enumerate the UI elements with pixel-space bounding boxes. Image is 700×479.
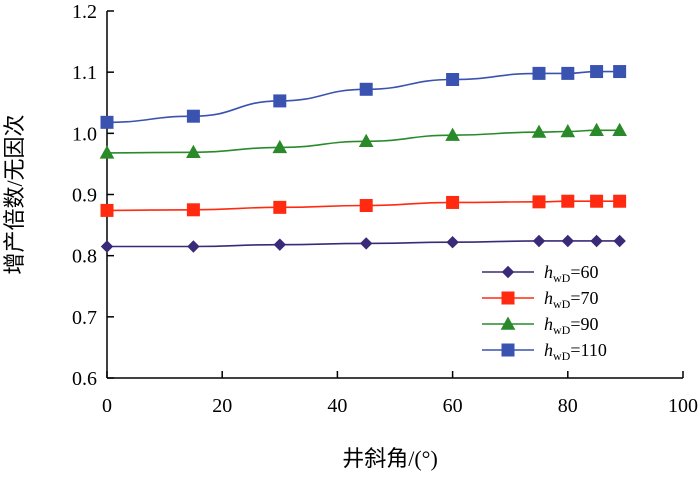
data-point [99,145,115,159]
x-tick-label: 0 [102,395,112,417]
x-tick-label: 20 [212,395,232,417]
series-line [106,240,620,248]
data-point [589,122,604,136]
data-point [100,115,114,129]
data-point [359,82,373,96]
data-point [272,139,288,154]
y-axis-title: 增产倍数/无因次 [2,114,27,274]
data-point [561,194,575,208]
data-point [186,144,201,158]
data-point [590,194,604,208]
data-point [446,73,460,87]
x-tick-label: 100 [668,395,698,417]
series-1 [100,194,627,217]
data-point [560,123,576,138]
y-tick-label: 0.6 [72,368,97,390]
data-point [359,199,373,213]
data-point [100,203,114,217]
data-point [186,203,200,217]
data-point [273,238,287,251]
data-point [613,194,627,208]
data-point [561,234,575,248]
data-point [187,240,200,253]
series-2 [99,122,627,159]
x-axis-title: 井斜角/(°) [342,446,438,471]
x-tick-label: 80 [558,395,578,417]
data-point [532,66,546,80]
y-tick-label: 1.0 [72,123,97,145]
data-point [613,234,626,248]
data-point [186,109,200,123]
data-point [358,133,374,147]
data-point [273,94,287,108]
series-line [106,129,620,154]
legend-label: hwD=60 [544,262,599,285]
legend: hwD=60 hwD=70 hwD=90 hwD=110 [482,262,607,363]
y-tick-label: 1.1 [72,62,97,84]
data-point [273,200,287,214]
data-point [590,234,603,248]
legend-marker [501,291,515,305]
y-tick-label: 0.9 [72,185,97,207]
series-line [106,70,620,124]
data-point [359,237,373,250]
data-point [613,65,627,79]
data-point [446,195,460,209]
data-point [561,66,575,80]
y-tick-label: 1.2 [72,1,97,23]
legend-marker [501,265,515,279]
legend-label: hwD=70 [544,288,599,311]
x-tick-label: 40 [327,395,347,417]
data-point [446,236,459,249]
data-point [532,234,546,248]
data-point [532,195,546,209]
x-tick-label: 60 [443,395,463,417]
data-point [531,124,547,138]
legend-label: hwD=90 [544,314,599,337]
data-point [590,65,604,79]
y-tick-label: 0.7 [72,307,97,329]
series-0 [100,234,626,253]
y-tick-label: 0.8 [72,246,97,268]
series-3 [100,65,627,129]
legend-marker [500,316,516,330]
legend-marker [501,343,515,357]
legend-label: hwD=110 [544,340,607,363]
data-point [612,122,627,136]
data-point [445,127,460,141]
series-line [106,200,620,212]
data-point [100,240,114,253]
